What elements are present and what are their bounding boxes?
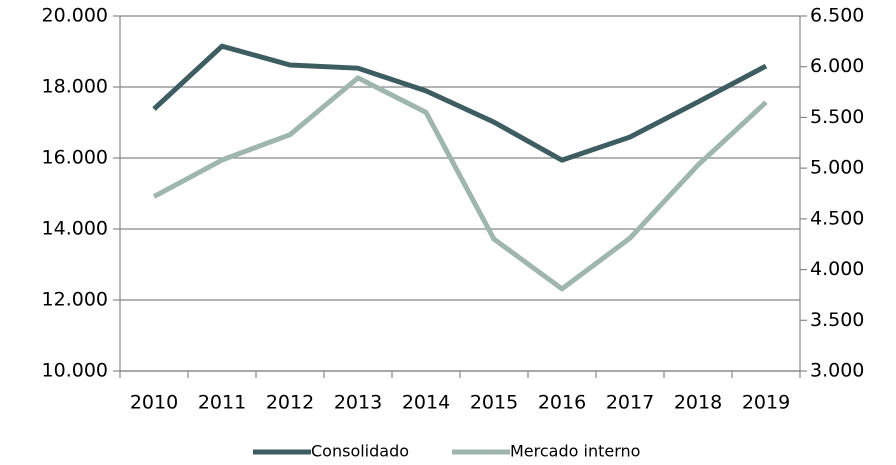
y2-tick-label: 3.000 [810,360,864,382]
series-line [152,75,768,292]
x-tick-label: 2011 [198,392,246,414]
x-tick-label: 2019 [742,392,790,414]
y2-tick-label: 4.000 [810,258,864,280]
y2-tick-label: 6.000 [810,55,864,77]
y-tick-label: 20.000 [42,5,108,27]
x-tick-label: 2015 [470,392,518,414]
x-tick-label: 2014 [402,392,450,414]
series-line [152,43,768,163]
y2-tick-label: 3.500 [810,309,864,331]
legend-label: Consolidado [311,442,409,461]
legend-label: Mercado interno [510,442,640,461]
y2-tick-label: 6.500 [810,5,864,27]
y-tick-label: 14.000 [42,218,108,240]
x-tick-label: 2013 [334,392,382,414]
y2-tick-label: 5.000 [810,157,864,179]
x-tick-label: 2010 [130,392,178,414]
x-tick-label: 2016 [538,392,586,414]
y-tick-label: 16.000 [42,147,108,169]
x-tick-label: 2017 [606,392,654,414]
y2-tick-label: 4.500 [810,207,864,229]
y-tick-label: 10.000 [42,360,108,382]
x-tick-label: 2012 [266,392,314,414]
y-tick-label: 12.000 [42,289,108,311]
y2-tick-label: 5.500 [810,106,864,128]
y-tick-label: 18.000 [42,76,108,98]
x-tick-label: 2018 [674,392,722,414]
